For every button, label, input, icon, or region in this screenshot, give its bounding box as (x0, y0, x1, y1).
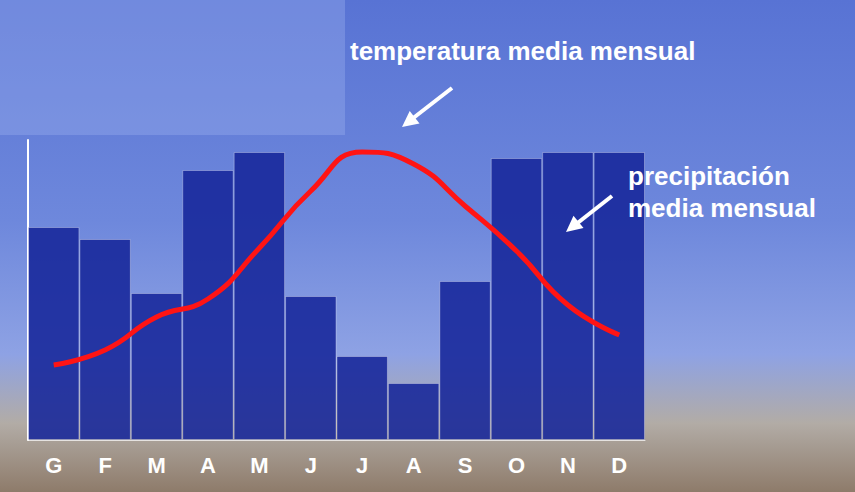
svg-text:F: F (98, 453, 111, 478)
svg-text:temperatura media mensual: temperatura media mensual (350, 36, 695, 66)
svg-text:J: J (305, 453, 317, 478)
svg-text:M: M (147, 453, 165, 478)
svg-text:precipitación: precipitación (628, 161, 797, 191)
svg-text:A: A (406, 453, 422, 478)
svg-text:N: N (560, 453, 576, 478)
svg-text:G: G (45, 453, 62, 478)
svg-text:J: J (356, 453, 368, 478)
svg-text:S: S (458, 453, 473, 478)
svg-text:M: M (250, 453, 268, 478)
svg-text:media mensual: media mensual (628, 193, 816, 223)
svg-text:D: D (611, 453, 627, 478)
svg-text:A: A (200, 453, 216, 478)
svg-text:O: O (508, 453, 525, 478)
